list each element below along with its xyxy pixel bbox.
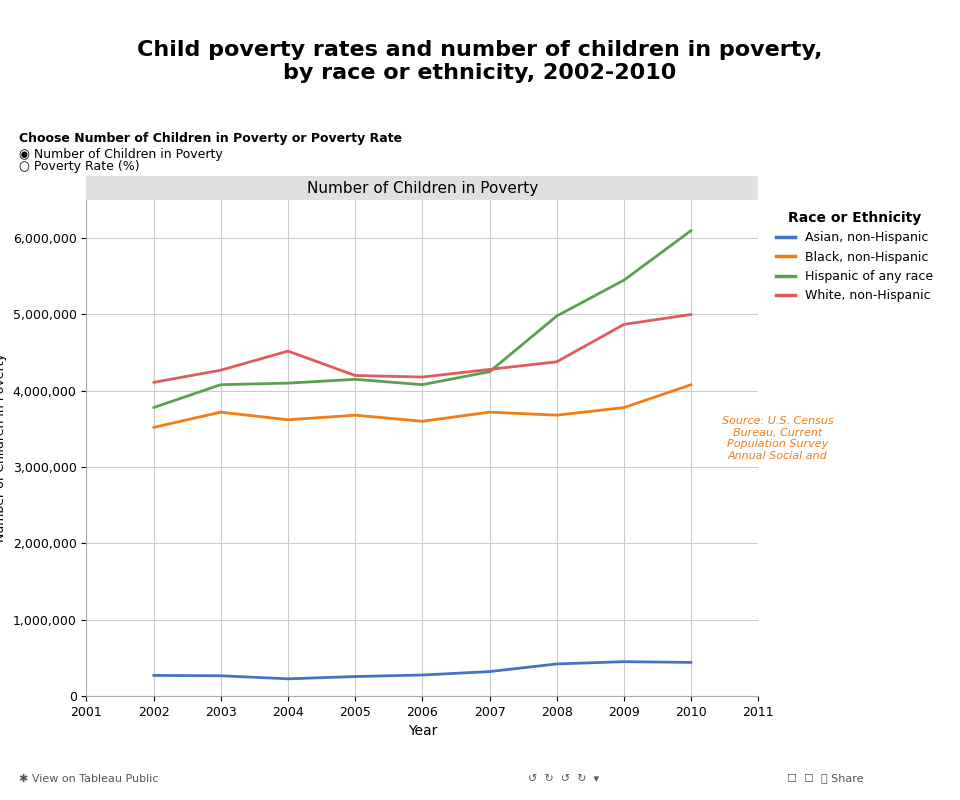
Legend: Asian, non-Hispanic, Black, non-Hispanic, Hispanic of any race, White, non-Hispa: Asian, non-Hispanic, Black, non-Hispanic… [772, 206, 938, 307]
Y-axis label: Number of Children in Poverty: Number of Children in Poverty [0, 354, 7, 542]
Text: Choose Number of Children in Poverty or Poverty Rate: Choose Number of Children in Poverty or … [19, 132, 402, 145]
Text: Source: U.S. Census
Bureau, Current
Population Survey
Annual Social and: Source: U.S. Census Bureau, Current Popu… [722, 416, 833, 461]
Text: ↺  ↻  ↺  ↻  ▾: ↺ ↻ ↺ ↻ ▾ [528, 774, 599, 784]
X-axis label: Year: Year [408, 724, 437, 738]
Text: Child poverty rates and number of children in poverty,
by race or ethnicity, 200: Child poverty rates and number of childr… [137, 40, 823, 83]
Text: ◉ Number of Children in Poverty: ◉ Number of Children in Poverty [19, 148, 223, 161]
Text: ○ Poverty Rate (%): ○ Poverty Rate (%) [19, 160, 140, 173]
Text: Number of Children in Poverty: Number of Children in Poverty [307, 181, 538, 195]
Text: ✱ View on Tableau Public: ✱ View on Tableau Public [19, 774, 158, 784]
Text: ☐  ☐  ✨ Share: ☐ ☐ ✨ Share [787, 774, 864, 784]
